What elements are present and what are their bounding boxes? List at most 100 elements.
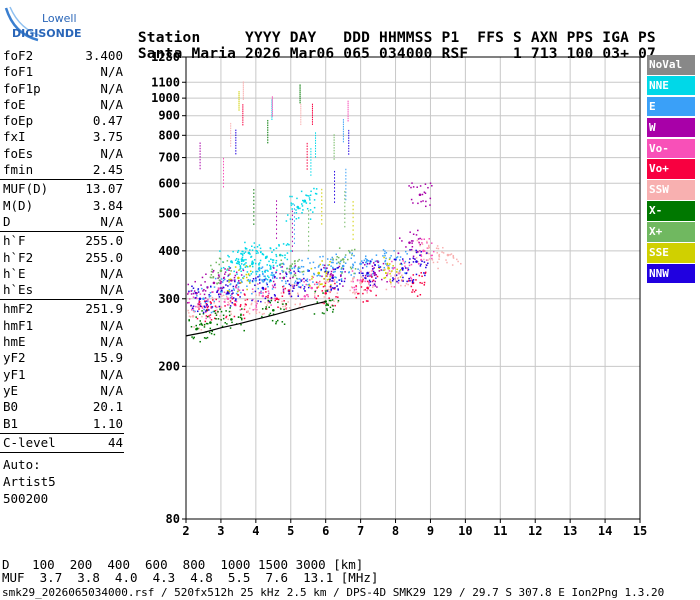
- data-point: [249, 279, 251, 281]
- param-label: B1: [3, 415, 19, 431]
- data-point: [334, 201, 336, 203]
- data-point: [267, 139, 269, 141]
- data-point: [224, 268, 226, 270]
- data-point: [288, 307, 291, 309]
- header-s: 1: [513, 46, 522, 62]
- data-point: [222, 176, 224, 178]
- data-point: [246, 271, 249, 273]
- data-point: [331, 276, 334, 280]
- param-label: h`E: [3, 265, 26, 281]
- data-point: [268, 292, 270, 295]
- param-label: foF2: [3, 48, 34, 63]
- data-point: [326, 280, 328, 283]
- data-point: [197, 288, 200, 290]
- data-point: [242, 92, 244, 95]
- data-point: [244, 248, 247, 250]
- data-point: [348, 134, 350, 137]
- param-value: 44: [107, 434, 123, 450]
- data-point: [423, 238, 426, 240]
- data-point: [308, 231, 310, 233]
- data-point: [220, 319, 222, 321]
- data-point: [420, 254, 422, 256]
- data-point: [371, 286, 374, 289]
- data-point: [298, 258, 300, 261]
- data-point: [284, 256, 286, 259]
- data-point: [368, 279, 371, 282]
- data-point: [391, 267, 394, 269]
- data-point: [216, 290, 219, 292]
- data-point: [255, 308, 257, 310]
- data-point: [272, 286, 275, 288]
- data-point: [217, 318, 220, 320]
- param-separator: [0, 179, 124, 181]
- param-label: yF2: [3, 350, 26, 366]
- data-point: [218, 279, 221, 281]
- data-point: [299, 93, 301, 96]
- data-point: [202, 297, 205, 301]
- data-point: [327, 302, 330, 305]
- data-point: [340, 275, 342, 278]
- data-point: [243, 264, 245, 266]
- param-label: yE: [3, 382, 19, 398]
- data-point: [348, 271, 351, 273]
- param-label: MUF(D): [3, 181, 49, 197]
- data-point: [199, 320, 201, 322]
- data-point: [311, 278, 313, 280]
- data-point: [266, 269, 268, 272]
- param-value: N/A: [100, 382, 123, 398]
- data-point: [216, 323, 218, 326]
- data-point: [210, 332, 213, 335]
- data-point: [253, 242, 256, 244]
- data-point: [381, 278, 383, 281]
- data-point: [382, 249, 385, 251]
- y-tick-label: 500: [158, 207, 180, 221]
- data-point: [419, 250, 421, 253]
- data-point: [285, 275, 288, 278]
- data-point: [332, 287, 334, 289]
- data-point: [226, 269, 228, 271]
- data-point: [198, 308, 200, 310]
- data-point: [209, 291, 212, 294]
- data-point: [258, 269, 261, 272]
- data-point: [266, 278, 269, 281]
- distance-unit: [km]: [333, 557, 364, 572]
- data-point: [306, 148, 308, 150]
- param-row: foEs N/A: [0, 146, 125, 162]
- data-point: [415, 273, 418, 276]
- data-point: [293, 208, 295, 210]
- data-point: [352, 208, 354, 211]
- data-point: [425, 205, 427, 208]
- data-point: [311, 114, 313, 116]
- data-point: [305, 283, 308, 286]
- data-point: [267, 270, 269, 272]
- data-point: [293, 212, 295, 214]
- data-point: [410, 240, 413, 242]
- data-point: [271, 112, 273, 115]
- data-point: [238, 94, 240, 97]
- data-point: [229, 267, 231, 269]
- data-point: [337, 301, 339, 304]
- data-point: [193, 326, 195, 328]
- data-point: [431, 257, 433, 260]
- data-point: [311, 121, 313, 123]
- data-point: [271, 108, 273, 111]
- data-point: [238, 263, 241, 266]
- data-point: [336, 292, 339, 294]
- data-point: [321, 283, 323, 285]
- data-point: [267, 119, 269, 122]
- data-point: [204, 320, 207, 323]
- data-point: [418, 193, 422, 197]
- data-point: [359, 269, 362, 272]
- data-point: [333, 278, 336, 281]
- data-point: [315, 153, 317, 155]
- data-point: [335, 296, 337, 298]
- data-point: [328, 297, 330, 299]
- data-point: [330, 265, 332, 267]
- data-point: [310, 286, 314, 290]
- data-point: [351, 249, 353, 252]
- data-point: [280, 308, 282, 310]
- data-point: [320, 268, 323, 271]
- data-point: [391, 270, 393, 272]
- data-point: [278, 244, 280, 246]
- data-point: [251, 261, 253, 263]
